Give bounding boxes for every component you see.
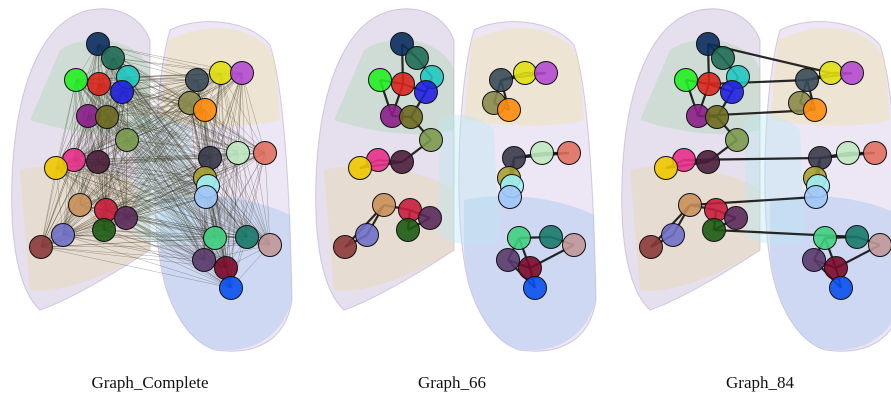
node [96, 106, 119, 129]
node [503, 147, 526, 170]
panel-label: Graph_84 [726, 373, 794, 392]
figure: Graph_Complete Graph_66 Graph_84 [0, 0, 891, 397]
node [825, 257, 848, 280]
node [805, 186, 828, 209]
node [499, 186, 522, 209]
node [259, 234, 282, 257]
node [93, 219, 116, 242]
node [514, 62, 537, 85]
node [419, 207, 442, 230]
node [420, 129, 443, 152]
node [415, 81, 438, 104]
node [864, 142, 887, 165]
node [195, 186, 218, 209]
node [540, 226, 563, 249]
node [820, 62, 843, 85]
node [115, 207, 138, 230]
node [726, 129, 749, 152]
node [254, 142, 277, 165]
node [809, 147, 832, 170]
node [406, 47, 429, 70]
node [220, 277, 243, 300]
node [655, 157, 678, 180]
mediastinum [439, 115, 499, 246]
node [698, 73, 721, 96]
node [804, 99, 827, 122]
node [508, 227, 531, 250]
node [498, 99, 521, 122]
node [65, 69, 88, 92]
node [490, 69, 513, 92]
node [199, 147, 222, 170]
node [869, 234, 891, 257]
node [524, 277, 547, 300]
node [841, 62, 864, 85]
panel [12, 9, 292, 351]
node [349, 157, 372, 180]
node [369, 69, 392, 92]
node [87, 151, 110, 174]
node [803, 249, 826, 272]
node [111, 81, 134, 104]
node [193, 249, 216, 272]
node [45, 157, 68, 180]
node [210, 62, 233, 85]
node [535, 62, 558, 85]
node [373, 194, 396, 217]
node [706, 106, 729, 129]
node [397, 219, 420, 242]
node [334, 236, 357, 259]
panel [622, 9, 891, 351]
panel-label: Graph_66 [418, 373, 486, 392]
node [679, 194, 702, 217]
node [721, 81, 744, 104]
node [236, 226, 259, 249]
node [531, 142, 554, 165]
node [814, 227, 837, 250]
node [563, 234, 586, 257]
node [392, 73, 415, 96]
node [519, 257, 542, 280]
node [725, 207, 748, 230]
node [69, 194, 92, 217]
node [52, 224, 75, 247]
node [30, 236, 53, 259]
node [186, 69, 209, 92]
node [675, 69, 698, 92]
node [697, 151, 720, 174]
node [703, 219, 726, 242]
node [796, 69, 819, 92]
node [356, 224, 379, 247]
node [846, 226, 869, 249]
node [88, 73, 111, 96]
node [231, 62, 254, 85]
panel [316, 9, 596, 351]
node [116, 129, 139, 152]
node [662, 224, 685, 247]
node [837, 142, 860, 165]
mediastinum [745, 115, 805, 246]
node [497, 249, 520, 272]
node [194, 99, 217, 122]
node [712, 47, 735, 70]
node [215, 257, 238, 280]
node [558, 142, 581, 165]
node [391, 151, 414, 174]
node [204, 227, 227, 250]
node [400, 106, 423, 129]
node [830, 277, 853, 300]
node [227, 142, 250, 165]
panel-label: Graph_Complete [91, 373, 208, 392]
node [102, 47, 125, 70]
node [640, 236, 663, 259]
